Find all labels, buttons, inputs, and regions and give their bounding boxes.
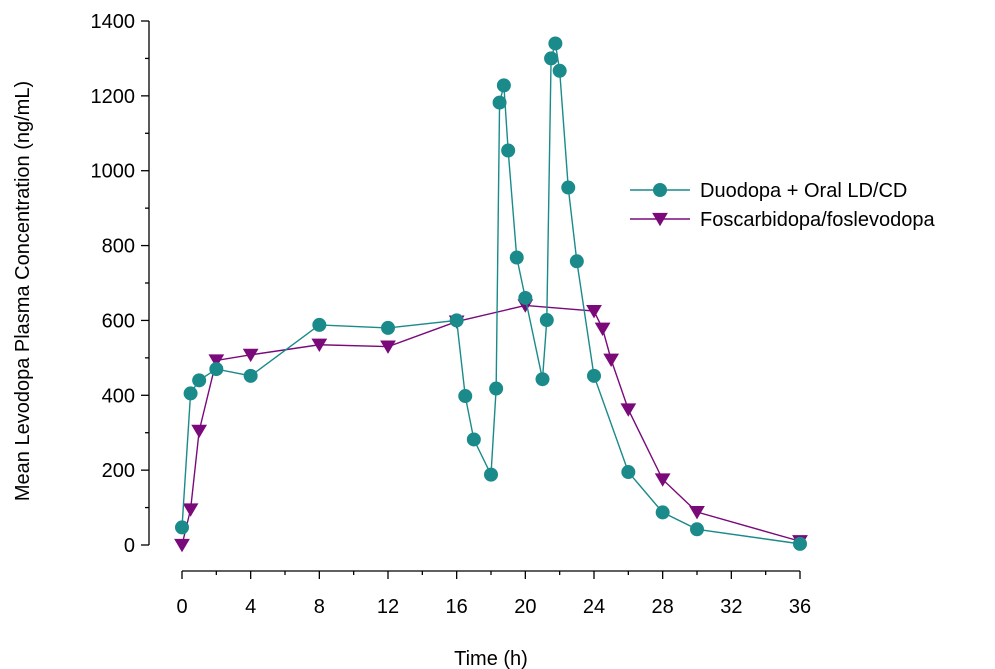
x-tick-label: 24 [583, 596, 605, 618]
data-point [449, 313, 464, 328]
data-point [535, 372, 550, 387]
y-tick-label: 400 [102, 385, 135, 407]
x-ticks: 0 4 8 12 16 20 24 28 32 36 [176, 571, 811, 618]
data-point [689, 505, 705, 520]
x-tick-label: 36 [789, 596, 811, 618]
x-tick-label: 32 [720, 596, 742, 618]
series-1 [175, 36, 807, 551]
data-point [621, 465, 636, 480]
data-point [182, 503, 199, 517]
data-point [539, 313, 554, 328]
data-point [492, 95, 507, 110]
y-axis-title: Mean Levodopa Plasma Concentration (ng/m… [12, 81, 34, 501]
series-line [181, 304, 801, 546]
data-point [380, 340, 396, 354]
y-ticks: 0 200 400 600 800 1000 1200 1400 [91, 11, 149, 557]
data-point [620, 403, 637, 417]
series-2 [174, 299, 808, 553]
x-tick-label: 28 [652, 596, 674, 618]
data-point [243, 368, 258, 383]
x-axis-title: Time (h) [454, 648, 528, 669]
data-point [548, 36, 563, 51]
legend-entry: Foscarbidopa/foslevodopa [630, 209, 935, 231]
data-point [208, 354, 225, 368]
data-point [312, 317, 327, 332]
data-point [501, 143, 516, 158]
data-point [192, 373, 207, 388]
data-point [466, 432, 481, 447]
data-point [594, 322, 611, 336]
legend: Duodopa + Oral LD/CD Foscarbidopa/foslevo… [630, 180, 935, 231]
series-layer [174, 36, 808, 553]
data-point [484, 467, 498, 482]
legend-marker [653, 183, 667, 197]
data-point [311, 338, 328, 353]
legend-entry: Duodopa + Oral LD/CD [630, 180, 907, 202]
x-tick-label: 0 [176, 596, 187, 618]
data-point [191, 424, 208, 439]
y-tick-label: 600 [102, 310, 135, 332]
axes [148, 21, 800, 572]
data-point [458, 389, 473, 404]
data-point [496, 78, 511, 93]
data-point [381, 320, 395, 335]
legend-label: Foscarbidopa/foslevodopa [700, 209, 935, 231]
y-tick-label: 800 [102, 236, 135, 258]
data-point [655, 505, 670, 520]
y-tick-label: 1400 [91, 11, 136, 33]
data-point [690, 522, 704, 537]
data-point [603, 353, 620, 368]
x-tick-label: 12 [377, 596, 399, 618]
legend-label: Duodopa + Oral LD/CD [700, 180, 907, 202]
data-point [569, 254, 584, 269]
x-tick-label: 16 [446, 596, 468, 618]
data-point [518, 290, 533, 305]
y-tick-label: 0 [124, 535, 135, 557]
data-point [509, 250, 524, 265]
y-tick-label: 1000 [91, 161, 136, 183]
data-point [654, 473, 671, 487]
data-point [183, 386, 198, 401]
x-tick-label: 20 [514, 596, 536, 618]
x-tick-label: 4 [245, 596, 256, 618]
x-tick-label: 8 [314, 596, 325, 618]
data-point [242, 348, 259, 363]
data-point [544, 51, 559, 66]
data-point [561, 180, 576, 195]
data-point [209, 362, 224, 377]
legend-marker [652, 212, 668, 227]
data-point [586, 304, 602, 319]
data-point [587, 368, 601, 383]
data-point [489, 381, 504, 396]
y-tick-label: 1200 [91, 86, 136, 108]
data-point [174, 538, 190, 553]
data-point [793, 536, 807, 551]
data-point [552, 63, 567, 78]
data-point [175, 520, 189, 535]
y-tick-label: 200 [102, 460, 135, 482]
